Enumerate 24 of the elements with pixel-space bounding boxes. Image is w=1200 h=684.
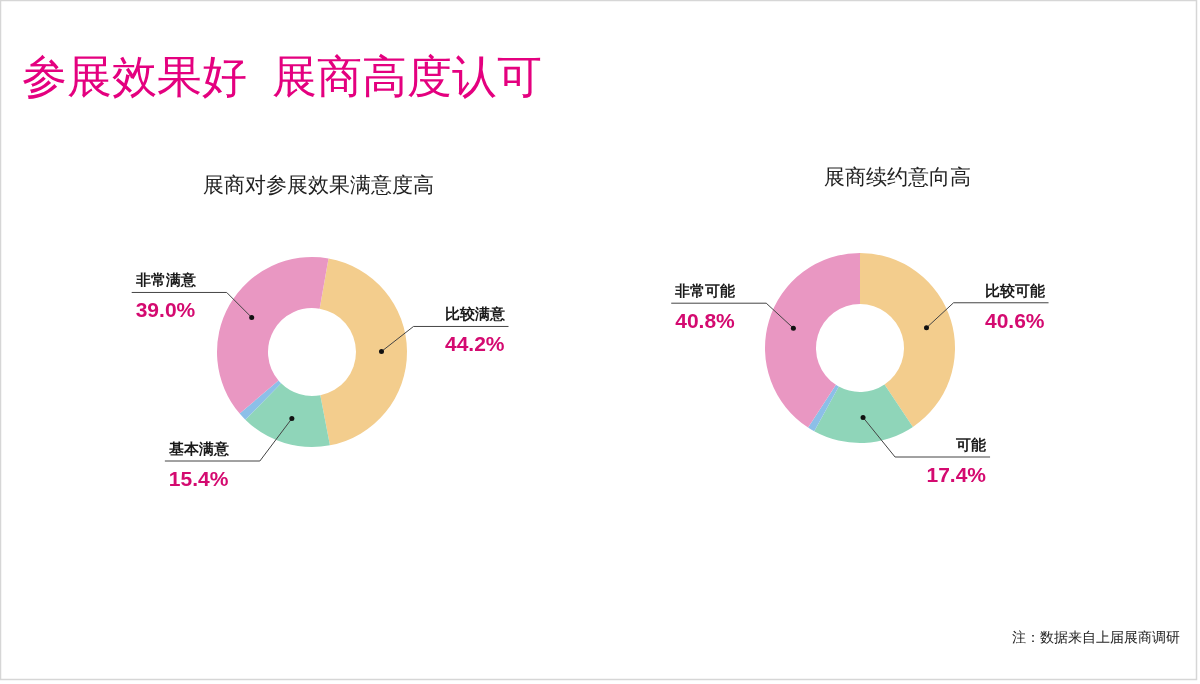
donut-slice	[814, 384, 913, 443]
slice-label: 非常满意	[134, 271, 197, 289]
data-label: 40.6%	[985, 308, 1045, 332]
donut-slice	[765, 253, 860, 428]
slice-label: 可能	[955, 436, 988, 453]
text: 注：数据来自上届展商调研	[1012, 629, 1180, 645]
data-label: 15.4%	[168, 467, 229, 490]
donut-slice	[239, 380, 282, 420]
chart-title: 展商续约意向高	[823, 165, 971, 188]
slice-label: 比较可能	[984, 281, 1046, 299]
slice-label: 非常可能	[674, 282, 737, 300]
chart-title: 展商对参展效果满意度高	[202, 173, 434, 196]
donut-slice	[808, 384, 839, 432]
text: 参展效果好 展商高度认可	[22, 51, 543, 102]
donut-slice	[245, 383, 330, 447]
data-label: 44.2%	[444, 332, 505, 356]
data-label: 40.8%	[675, 309, 736, 333]
slice-label: 比较满意	[444, 305, 506, 323]
data-label: 39.0%	[135, 298, 196, 322]
slice-label: 基本满意	[167, 440, 230, 457]
donut-slice	[860, 253, 955, 427]
donut-slice	[319, 258, 407, 446]
data-label: 17.4%	[926, 463, 987, 486]
donut-slice	[217, 257, 329, 414]
